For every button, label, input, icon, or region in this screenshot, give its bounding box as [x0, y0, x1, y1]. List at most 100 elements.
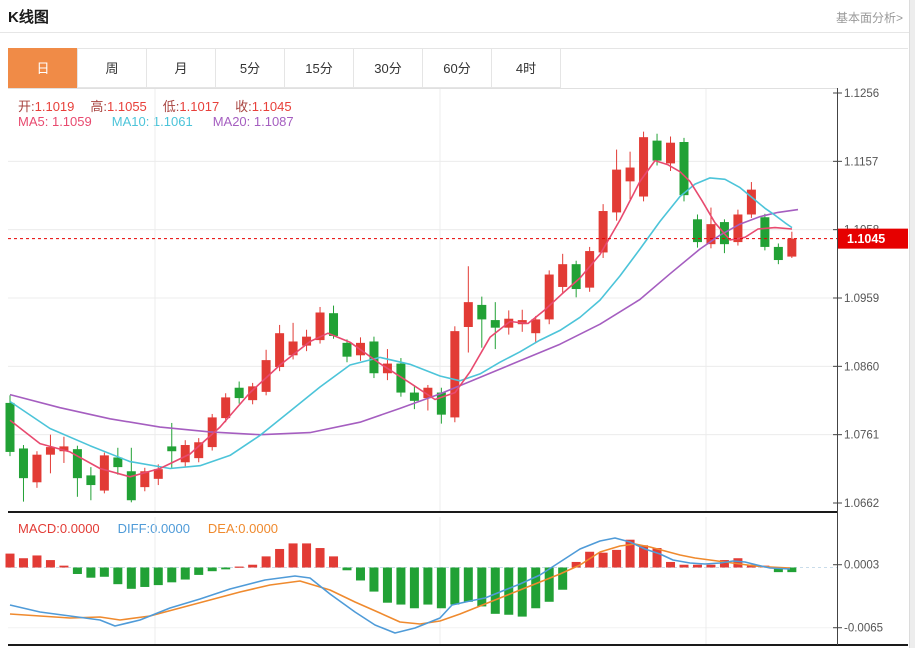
- macd-bar: [692, 564, 702, 568]
- candle-body: [261, 360, 271, 392]
- ma10-value: MA10: 1.1061: [111, 114, 193, 129]
- macd-bar: [126, 567, 136, 589]
- candle-body: [396, 363, 406, 393]
- candle-body: [167, 446, 177, 452]
- candle-body: [733, 214, 743, 243]
- macd-bar: [288, 543, 298, 568]
- candle-body: [369, 341, 379, 374]
- title-divider: [0, 32, 915, 33]
- macd-bar: [342, 567, 352, 571]
- macd-bar: [275, 548, 285, 568]
- dea-value: DEA:0.0000: [207, 521, 279, 536]
- macd-bar: [679, 564, 689, 568]
- macd-bar: [477, 567, 487, 607]
- tab-4时[interactable]: 4时: [491, 48, 561, 88]
- macd-bar: [221, 567, 231, 570]
- macd-axis-label: -0.0065: [844, 623, 883, 635]
- candle-body: [773, 246, 783, 261]
- macd-bar: [86, 567, 96, 578]
- macd-bar: [302, 543, 312, 568]
- candle-body: [99, 455, 109, 491]
- candle-body: [18, 448, 28, 479]
- macd-bar: [315, 548, 325, 568]
- page-title: K线图: [8, 9, 49, 26]
- macd-bar: [625, 539, 635, 568]
- badge-label: 1.1045: [847, 232, 885, 246]
- macd-bar: [719, 560, 729, 568]
- candle-body: [760, 217, 770, 247]
- macd-bar: [5, 553, 15, 568]
- macd-bar: [571, 561, 581, 568]
- candle-body: [571, 264, 581, 290]
- macd-bar: [504, 567, 514, 615]
- macd-bar: [666, 561, 676, 568]
- macd-bar: [436, 567, 446, 609]
- candle-body: [450, 331, 460, 418]
- macd-bar: [652, 548, 662, 568]
- candle-body: [409, 392, 419, 401]
- macd-bar: [409, 567, 419, 609]
- tab-15分[interactable]: 15分: [284, 48, 354, 88]
- macd-bar: [787, 567, 797, 573]
- price-axis-label: 1.0959: [844, 293, 879, 305]
- macd-bar: [329, 556, 339, 568]
- candle-body: [342, 342, 352, 357]
- macd-bar: [382, 567, 392, 603]
- ma20-line: [9, 208, 799, 436]
- ohlc-legend: 开:1.1019 高:1.1055 低:1.1017 收:1.1045: [18, 96, 292, 115]
- macd-bar: [612, 549, 622, 568]
- macd-bar: [598, 552, 608, 568]
- macd-bar: [32, 555, 42, 568]
- fundamental-analysis-link[interactable]: 基本面分析>: [835, 11, 903, 25]
- ohlc-open: 开:1.1019: [18, 99, 75, 114]
- price-axis-label: 1.0860: [844, 361, 879, 373]
- tab-30分[interactable]: 30分: [353, 48, 423, 88]
- tab-日[interactable]: 日: [8, 48, 78, 88]
- candle-body: [463, 302, 473, 327]
- ohlc-close: 收:1.1045: [235, 99, 292, 114]
- candle-body: [652, 140, 662, 161]
- macd-bar: [733, 558, 743, 568]
- candles-layer: [5, 131, 797, 503]
- tab-5分[interactable]: 5分: [215, 48, 285, 88]
- macd-bar: [261, 556, 271, 568]
- macd-bar: [180, 567, 190, 580]
- macd-bar: [369, 567, 379, 592]
- candle-body: [180, 445, 190, 463]
- ma5-value: MA5: 1.1059: [18, 114, 92, 129]
- macd-bar: [450, 567, 460, 605]
- macd-bar: [544, 567, 554, 602]
- candle-body: [221, 397, 231, 419]
- candle-body: [679, 142, 689, 196]
- candle-body: [329, 313, 339, 336]
- candle-body: [490, 320, 500, 328]
- ohlc-low: 低:1.1017: [162, 99, 220, 114]
- macd-bar: [423, 567, 433, 605]
- candle-body: [72, 449, 82, 479]
- macd-bar: [18, 558, 28, 568]
- macd-value: MACD:0.0000: [18, 521, 100, 536]
- tab-60分[interactable]: 60分: [422, 48, 492, 88]
- macd-bar: [194, 567, 204, 575]
- macd-bar: [355, 567, 365, 581]
- macd-bar: [234, 566, 244, 568]
- candle-body: [639, 137, 649, 197]
- candle-body: [126, 471, 136, 501]
- badge-rect: [838, 228, 908, 249]
- candle-body: [275, 333, 285, 368]
- scroll-strip[interactable]: [909, 0, 915, 648]
- candle-body: [666, 142, 676, 164]
- tab-月[interactable]: 月: [146, 48, 216, 88]
- macd-bar: [72, 567, 82, 574]
- candle-body: [585, 251, 595, 288]
- candle-body: [315, 312, 325, 341]
- macd-bar: [490, 567, 500, 614]
- candle-body: [234, 387, 244, 399]
- candle-body: [288, 341, 298, 356]
- candle-body: [194, 442, 204, 459]
- ma5-line: [9, 159, 793, 478]
- interval-tabbar: 日周月 5分 15分 30分 60分 4时: [8, 48, 561, 88]
- macd-bar: [167, 567, 177, 583]
